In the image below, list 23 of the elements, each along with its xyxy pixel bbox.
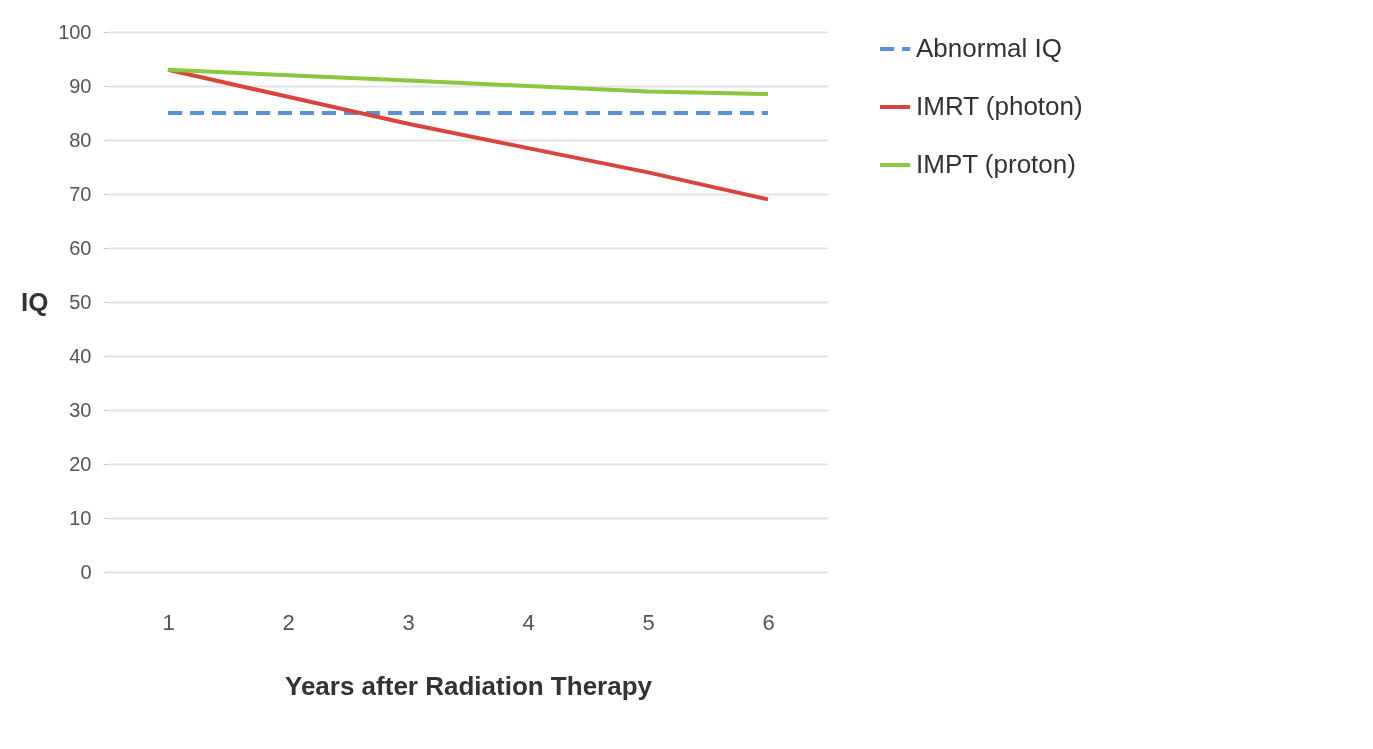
y-tick-label: 80 xyxy=(69,128,92,151)
y-tick-label: 30 xyxy=(69,398,92,421)
y-tick-label: 20 xyxy=(69,452,92,475)
x-tick-label: 4 xyxy=(522,609,535,635)
legend-label: IMRT (photon) xyxy=(916,91,1083,121)
y-tick-label: 100 xyxy=(58,20,92,43)
y-tick-label: 90 xyxy=(69,74,92,97)
x-axis-title: Years after Radiation Therapy xyxy=(284,670,653,701)
legend-label: Abnormal IQ xyxy=(916,33,1062,63)
y-tick-label: 60 xyxy=(69,236,92,259)
x-tick-label: 5 xyxy=(642,609,655,635)
x-tick-label: 6 xyxy=(762,609,775,635)
y-tick-label: 50 xyxy=(69,290,92,313)
line-series xyxy=(166,67,770,97)
y-tick-label: 40 xyxy=(69,344,92,367)
legend-label: IMPT (proton) xyxy=(916,149,1076,179)
x-tick-label: 3 xyxy=(402,609,415,635)
y-tick-label: 10 xyxy=(69,506,92,529)
y-axis-title: IQ xyxy=(21,286,49,317)
y-tick-label: 70 xyxy=(69,182,92,205)
x-tick-label: 2 xyxy=(282,609,295,635)
x-tick-label: 1 xyxy=(162,609,175,635)
y-tick-label: 0 xyxy=(80,560,92,583)
